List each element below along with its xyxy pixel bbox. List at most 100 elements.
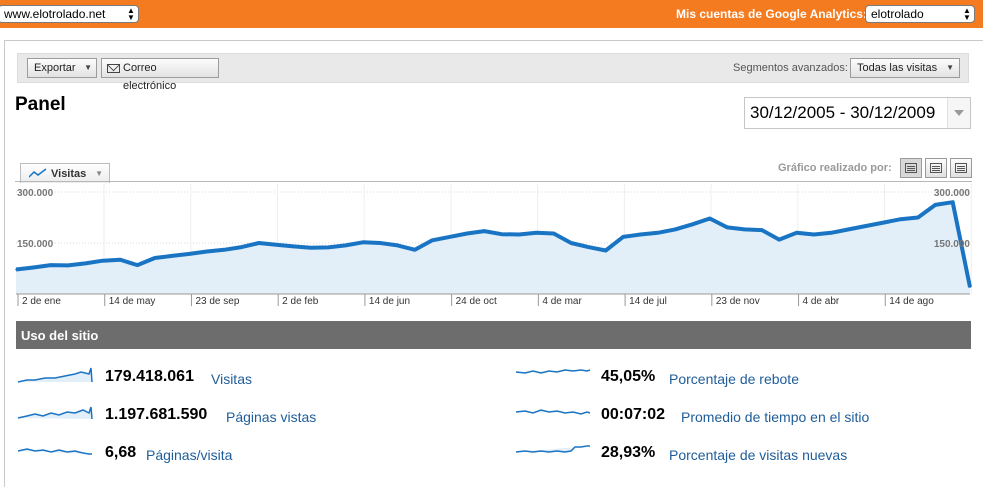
data-point bbox=[275, 243, 277, 246]
email-button[interactable]: Correo electrónico bbox=[101, 58, 219, 92]
date-range-picker[interactable]: 30/12/2005 - 30/12/2009 bbox=[744, 97, 971, 129]
data-point bbox=[917, 216, 919, 219]
data-point bbox=[709, 217, 711, 220]
data-point bbox=[674, 228, 676, 231]
data-point bbox=[969, 286, 971, 288]
data-point bbox=[15, 268, 17, 271]
data-point bbox=[951, 201, 954, 203]
week-view-icon bbox=[930, 163, 942, 173]
graph-by-month-button[interactable] bbox=[950, 158, 972, 178]
data-point bbox=[188, 253, 191, 255]
chevron-down-icon[interactable] bbox=[947, 98, 970, 128]
toolbar: Exportar ▼ Correo electrónico Segmentos … bbox=[17, 53, 969, 92]
sparkline[interactable] bbox=[17, 366, 93, 384]
export-label: Exportar bbox=[34, 62, 76, 74]
metric-value: 1.197.681.590 bbox=[105, 406, 208, 423]
x-tick-label: 14 de jun bbox=[369, 296, 410, 307]
envelope-icon bbox=[107, 64, 120, 73]
data-point bbox=[518, 233, 520, 236]
metric-pages-per-visit: 6,68 Páginas/visita bbox=[17, 442, 437, 464]
site-selector[interactable]: www.elotrolado.net ▲ ▼ bbox=[0, 5, 139, 23]
data-point bbox=[49, 264, 52, 266]
data-point bbox=[761, 229, 763, 231]
chevron-down-icon: ▼ bbox=[84, 63, 92, 72]
day-view-icon bbox=[905, 163, 917, 173]
segments-selector[interactable]: Todas las visitas ▼ bbox=[850, 58, 960, 78]
data-point bbox=[344, 244, 347, 247]
data-point bbox=[362, 241, 364, 244]
metric-link[interactable]: Visitas bbox=[211, 371, 252, 387]
data-point bbox=[795, 232, 798, 234]
sparkline[interactable] bbox=[515, 442, 591, 460]
data-point bbox=[379, 242, 382, 244]
data-point bbox=[171, 255, 173, 257]
segments-label: Segmentos avanzados: bbox=[733, 62, 848, 74]
data-point bbox=[101, 259, 104, 262]
data-point bbox=[604, 249, 607, 252]
data-point bbox=[570, 242, 572, 244]
metric-selector-tab[interactable]: Visitas ▼ bbox=[20, 163, 110, 183]
sparkline[interactable] bbox=[515, 366, 591, 384]
metric-link[interactable]: Páginas/visita bbox=[146, 447, 233, 463]
data-point bbox=[466, 232, 468, 235]
data-point bbox=[483, 230, 486, 232]
metric-value: 28,93% bbox=[601, 444, 656, 461]
data-point bbox=[431, 239, 434, 242]
sparkline[interactable] bbox=[17, 404, 93, 422]
data-point bbox=[32, 266, 35, 269]
data-point bbox=[830, 232, 833, 234]
data-point bbox=[153, 257, 156, 259]
x-tick-label: 2 de ene bbox=[22, 296, 61, 307]
date-range-value: 30/12/2005 - 30/12/2009 bbox=[750, 103, 936, 122]
x-tick-label: 14 de ago bbox=[889, 296, 934, 307]
data-point bbox=[258, 242, 260, 244]
data-point bbox=[882, 221, 885, 224]
sparkline[interactable] bbox=[515, 404, 591, 422]
y-tick-label: 300.000 bbox=[17, 188, 54, 199]
top-bar: www.elotrolado.net ▲ ▼ Mis cuentas de Goo… bbox=[0, 0, 983, 28]
metric-value: 6,68 bbox=[105, 444, 137, 461]
data-point bbox=[691, 223, 694, 226]
metric-value: 00:07:02 bbox=[601, 406, 666, 423]
data-point bbox=[934, 204, 937, 206]
data-point bbox=[552, 232, 555, 235]
x-tick-label: 14 de may bbox=[109, 296, 156, 307]
data-point bbox=[206, 250, 208, 253]
data-point bbox=[396, 244, 399, 247]
page-title: Panel bbox=[15, 94, 66, 115]
metric-link[interactable]: Promedio de tiempo en el sitio bbox=[681, 409, 870, 425]
metric-link[interactable]: Porcentaje de rebote bbox=[669, 371, 799, 387]
graph-by-week-button[interactable] bbox=[925, 158, 947, 178]
data-point bbox=[865, 225, 867, 227]
metric-avg-time: 00:07:02 Promedio de tiempo en el sitio bbox=[515, 404, 955, 426]
visits-area bbox=[16, 202, 970, 294]
metric-pageviews: 1.197.681.590 Páginas vistas bbox=[17, 404, 437, 426]
metric-value: 179.418.061 bbox=[105, 368, 194, 385]
metric-value: 45,05% bbox=[601, 368, 656, 385]
data-point bbox=[223, 249, 225, 251]
graph-by-day-button[interactable] bbox=[900, 158, 922, 178]
metric-bounce-rate: 45,05% Porcentaje de rebote bbox=[515, 366, 955, 388]
chevron-down-icon: ▼ bbox=[946, 63, 954, 72]
data-point bbox=[84, 262, 87, 265]
visits-chart: 300.000 300.000 150.000 150.000 2 de ene 14 d… bbox=[15, 181, 972, 307]
graph-by-label: Gráfico realizado por: bbox=[778, 162, 892, 174]
account-selector[interactable]: elotrolado ▲ ▼ bbox=[865, 5, 975, 23]
x-tick-label: 24 de oct bbox=[456, 296, 497, 307]
x-tick-label: 14 de jul bbox=[629, 296, 667, 307]
export-button[interactable]: Exportar ▼ bbox=[27, 58, 97, 78]
y-tick-label: 150.000 bbox=[17, 239, 54, 250]
data-point bbox=[240, 246, 243, 248]
data-point bbox=[587, 246, 590, 248]
metric-link[interactable]: Porcentaje de visitas nuevas bbox=[669, 447, 848, 463]
metric-tab-label: Visitas bbox=[51, 168, 87, 180]
data-point bbox=[726, 226, 728, 229]
data-point bbox=[67, 264, 69, 267]
metric-link[interactable]: Páginas vistas bbox=[226, 409, 317, 425]
data-point bbox=[414, 249, 416, 251]
visits-line bbox=[15, 200, 972, 288]
site-usage-header: Uso del sitio bbox=[16, 321, 971, 349]
month-view-icon bbox=[955, 163, 967, 173]
data-point bbox=[136, 264, 139, 266]
sparkline[interactable] bbox=[17, 442, 93, 460]
